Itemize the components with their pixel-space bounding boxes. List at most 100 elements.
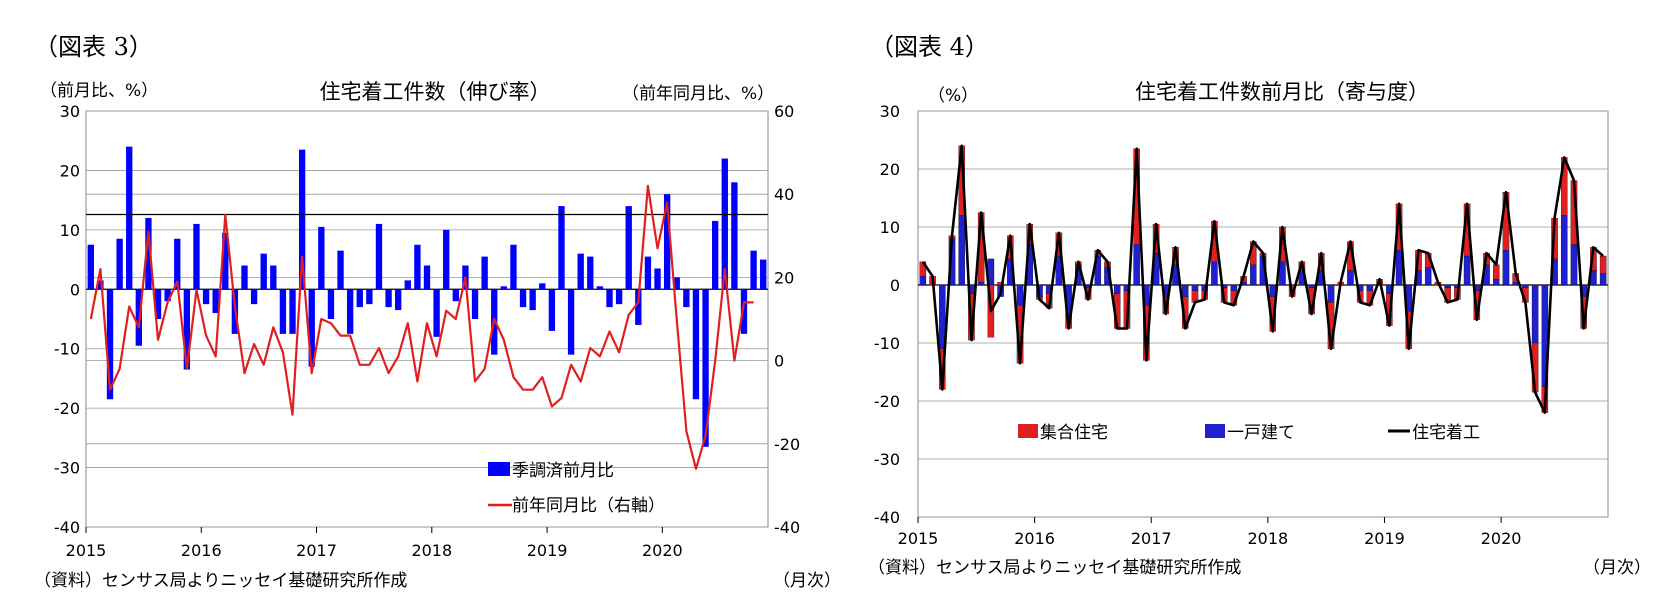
figure-3-left-tick-label: -30 (54, 459, 80, 478)
figure-4-bar-single-family (1444, 284, 1451, 289)
figure-4-bar-single-family (1250, 264, 1257, 286)
figure-3-bar (750, 250, 757, 290)
figure-4-bar-single-family (919, 276, 927, 286)
figure-3-bar (529, 289, 536, 311)
figure-3-bar (433, 289, 440, 337)
figure-4-bar-single-family (1599, 273, 1607, 286)
figure-3-left-tick-label: 30 (60, 102, 80, 121)
figure-3-left-tick-label: -20 (54, 399, 80, 418)
figure-4-bar-single-family (1570, 244, 1578, 286)
figure-3-bar (116, 238, 123, 290)
figure-3-bar (510, 244, 517, 290)
figure-4-bar-single-family (1211, 261, 1218, 286)
figure-3-left-tick-label: 10 (60, 221, 80, 240)
figure-3-bar (87, 244, 94, 290)
figure-3-label: （図表 3） (34, 33, 153, 61)
figure-3-x-axis: 2015 2016 2017 2018 2019 2020 (66, 527, 683, 560)
figure-4-x-tick-label: 2016 (1014, 529, 1055, 548)
figure-3-gridlines (86, 110, 768, 528)
figure-4-legend-single-swatch (1205, 424, 1225, 438)
figure-3-bar (97, 280, 104, 290)
figure-4-bar-single-family (1279, 261, 1286, 286)
figure-3-bar (548, 289, 556, 331)
figure-3-right-unit: （前年同月比、%） (622, 84, 774, 104)
figure-3-bar (731, 182, 738, 290)
figure-4-x-tick-label: 2019 (1364, 529, 1405, 548)
figure-3-bar (760, 259, 767, 290)
figure-4-bar-multifamily (1599, 255, 1607, 274)
figure-3-bar (260, 253, 267, 290)
figure-4-y-tick-label: -30 (874, 450, 900, 469)
figure-3-yoy-line (89, 184, 754, 470)
figure-4-bar-single-family (1502, 250, 1510, 286)
figure-3-bar (154, 289, 162, 319)
figure-4-x-tick-label: 2017 (1131, 529, 1172, 548)
figure-4-legend: 集合住宅 一戸建て 住宅着工 (1018, 423, 1480, 443)
figure-3-bar (740, 289, 748, 334)
figure-3-right-tick-label: 20 (774, 268, 794, 287)
figure-4-bars (919, 145, 1607, 413)
figure-3-bar (721, 158, 728, 290)
figure-4-y-tick-label: -20 (874, 392, 900, 411)
figure-4-y-unit: （%） (928, 86, 978, 106)
figure-3-bar (174, 238, 181, 290)
figure-3-bar (270, 265, 277, 290)
figure-3-right-tick-label: 40 (774, 185, 794, 204)
figure-3-source: （資料）センサス局よりニッセイ基礎研究所作成 (34, 571, 407, 591)
figure-4-y-tick-label: -10 (874, 334, 900, 353)
figure-4-bar-single-family (1113, 284, 1121, 294)
figure-4-bar-single-family (1424, 267, 1432, 286)
figure-3-x-tick-label: 2019 (527, 541, 568, 560)
figure-4: （図表 4） （%） 住宅着工件数前月比（寄与度） 30 20 10 0 -10 -20 -… (868, 33, 1651, 578)
figure-3-bar (346, 289, 354, 334)
figure-3-bar (366, 289, 373, 305)
figure-3-right-tick-label: -40 (774, 518, 800, 537)
figure-3-bars (87, 146, 767, 447)
figure-3-bar (164, 289, 171, 302)
figure-4-y-axis: 30 20 10 0 -10 -20 -30 -40 (874, 102, 900, 527)
figure-3-legend-bar-swatch (488, 462, 510, 476)
figure-3-bar (183, 289, 191, 370)
figure-4-bar-single-family (1531, 284, 1539, 344)
figure-3-bar (106, 289, 114, 400)
figure-3-bar (567, 289, 575, 355)
figure-4-y-tick-label: -40 (874, 508, 900, 527)
figure-3-bar (625, 206, 632, 290)
figure-3-bar (500, 286, 508, 290)
figure-4-bar-single-family (1366, 284, 1374, 291)
figure-3-bar (481, 256, 488, 290)
figure-4-bar-single-family (977, 281, 985, 286)
figure-3-bar (683, 289, 690, 308)
figure-4-bar-single-family (1347, 270, 1354, 286)
figure-3-bar (298, 149, 306, 290)
figure-3-bar (193, 223, 200, 290)
figure-4-bar-single-family (958, 215, 965, 286)
figure-3-bar (606, 289, 613, 308)
figure-4-y-tick-label: 30 (880, 102, 900, 121)
figure-3-bar (558, 206, 565, 290)
figure-3-left-tick-label: 0 (70, 280, 80, 299)
figure-3-x-tick-label: 2016 (181, 541, 222, 560)
figure-3-bar (663, 194, 671, 290)
figure-3-right-tick-label: 0 (774, 352, 784, 371)
figure-3-bar (250, 289, 258, 305)
figure-3-x-tick-label: 2017 (296, 541, 337, 560)
figure-4-bar-single-family (1191, 284, 1199, 291)
figure-4-legend-multi-label: 集合住宅 (1040, 423, 1108, 443)
figure-4-y-tick-label: 20 (880, 160, 900, 179)
figure-4-label: （図表 4） (870, 33, 989, 61)
figure-4-y-tick-label: 10 (880, 218, 900, 237)
figure-3-bar (404, 280, 411, 290)
figure-3-right-tick-label: 60 (774, 102, 794, 121)
figure-4-bar-single-family (1522, 284, 1529, 289)
figure-3-bar (308, 289, 315, 367)
figure-3-bar (673, 277, 680, 290)
figure-3-bar (327, 289, 335, 319)
figure-3-bar (443, 229, 450, 290)
figure-3-bar (423, 265, 431, 290)
figure-3-bar (596, 286, 604, 290)
figure-3-bar (395, 289, 402, 311)
figure-4-bar-single-family (1561, 215, 1568, 286)
figure-4-title: 住宅着工件数前月比（寄与度） (1135, 80, 1429, 104)
